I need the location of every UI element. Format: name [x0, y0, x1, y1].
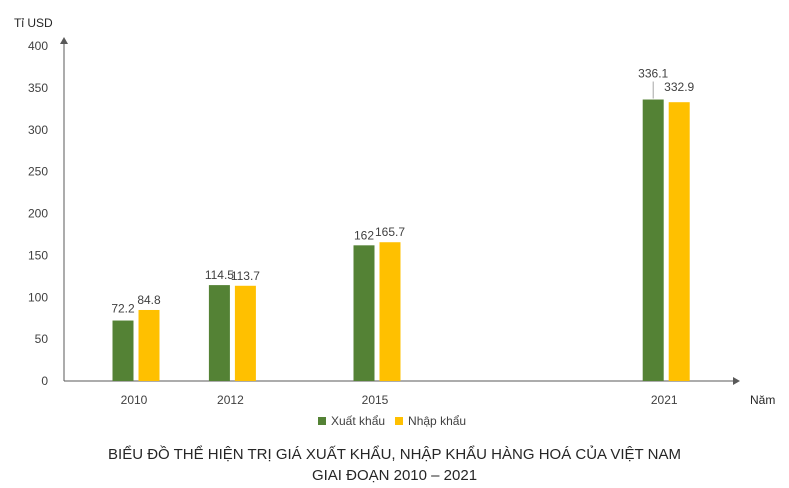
data-label: 165.7	[375, 225, 405, 239]
x-axis-arrow	[733, 377, 740, 385]
y-tick-label: 200	[28, 207, 48, 221]
data-label: 332.9	[664, 80, 694, 94]
x-axis-title: Năm	[750, 393, 775, 407]
data-label: 162	[354, 228, 374, 242]
legend-swatch-export	[318, 417, 326, 425]
legend-label-import: Nhập khẩu	[408, 414, 467, 428]
y-tick-label: 0	[41, 374, 48, 388]
bar	[353, 245, 375, 381]
y-tick-label: 400	[28, 39, 48, 53]
legend-item-import: Nhập khẩu	[395, 414, 466, 428]
data-label: 113.7	[231, 269, 260, 283]
chart-title: BIỂU ĐỒ THỂ HIỆN TRỊ GIÁ XUẤT KHẨU, NHẬP…	[0, 444, 789, 486]
y-tick-label: 350	[28, 81, 48, 95]
x-tick-label: 2010	[121, 393, 148, 407]
y-tick-label: 250	[28, 165, 48, 179]
y-axis-title: Tỉ USD	[14, 16, 53, 30]
bar	[668, 102, 690, 381]
plot-area: 0 50 100 150 200 250 300 350 400 2010 72.284.8 2012…	[28, 37, 740, 407]
chart-title-line-2: GIAI ĐOẠN 2010 – 2021	[311, 467, 478, 484]
x-tick-label: 2015	[362, 393, 389, 407]
y-axis-arrow	[60, 37, 68, 44]
data-label: 72.2	[111, 302, 135, 316]
legend-label-export: Xuất khẩu	[331, 414, 386, 428]
chart-title-line-1: BIỂU ĐỒ THỂ HIỆN TRỊ GIÁ XUẤT KHẨU, NHẬP…	[108, 446, 681, 463]
bar	[112, 320, 134, 381]
y-tick-label: 150	[28, 248, 48, 262]
bar	[208, 285, 230, 381]
bar	[138, 309, 160, 381]
legend: Xuất khẩu Nhập khẩu	[318, 414, 466, 428]
bar	[379, 242, 401, 381]
bar	[234, 285, 256, 381]
y-tick-label: 100	[28, 290, 48, 304]
x-tick-label: 2012	[217, 393, 244, 407]
bar	[642, 99, 664, 382]
legend-item-export: Xuất khẩu	[318, 414, 385, 428]
data-label: 84.8	[137, 293, 161, 307]
legend-swatch-import	[395, 417, 404, 425]
data-label: 114.5	[205, 268, 234, 282]
data-label: 336.1	[638, 67, 668, 81]
x-tick-label: 2021	[651, 393, 678, 407]
y-tick-label: 300	[28, 123, 48, 137]
y-tick-label: 50	[35, 332, 49, 346]
